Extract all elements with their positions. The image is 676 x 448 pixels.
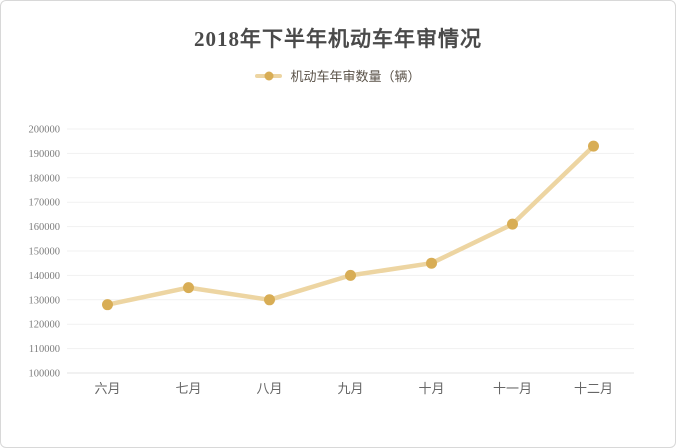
legend-label: 机动车年审数量（辆）	[290, 69, 421, 84]
legend-item[interactable]: 机动车年审数量（辆）	[1, 66, 675, 85]
y-tick-label: 180000	[29, 173, 61, 184]
x-tick-label: 十二月	[574, 381, 613, 396]
legend-line-dot-icon	[255, 70, 283, 81]
y-tick-label: 160000	[29, 222, 61, 233]
y-tick-label: 170000	[29, 198, 61, 209]
y-tick-label: 150000	[29, 247, 61, 258]
data-point-八月[interactable]	[264, 294, 275, 306]
chart-title: 2018年下半年机动车年审情况	[194, 27, 482, 51]
y-tick-label: 100000	[29, 369, 61, 380]
x-tick-label: 六月	[94, 381, 120, 396]
data-point-十二月[interactable]	[588, 140, 599, 152]
data-point-七月[interactable]	[183, 282, 194, 294]
y-tick-label: 120000	[29, 320, 61, 331]
x-tick-label: 八月	[256, 381, 282, 396]
y-tick-label: 110000	[29, 344, 60, 355]
x-tick-label: 十一月	[493, 381, 532, 396]
x-tick-label: 十月	[418, 381, 444, 396]
data-point-六月[interactable]	[102, 299, 113, 311]
data-point-十月[interactable]	[426, 257, 437, 269]
y-tick-label: 140000	[29, 271, 61, 282]
x-tick-label: 七月	[175, 381, 201, 396]
y-tick-label: 200000	[29, 125, 61, 136]
data-point-十一月[interactable]	[507, 218, 518, 230]
data-point-九月[interactable]	[345, 269, 356, 281]
x-tick-label: 九月	[337, 381, 363, 396]
legend-dot-icon	[264, 71, 274, 80]
y-tick-label: 190000	[29, 149, 61, 160]
y-tick-label: 130000	[29, 295, 61, 306]
